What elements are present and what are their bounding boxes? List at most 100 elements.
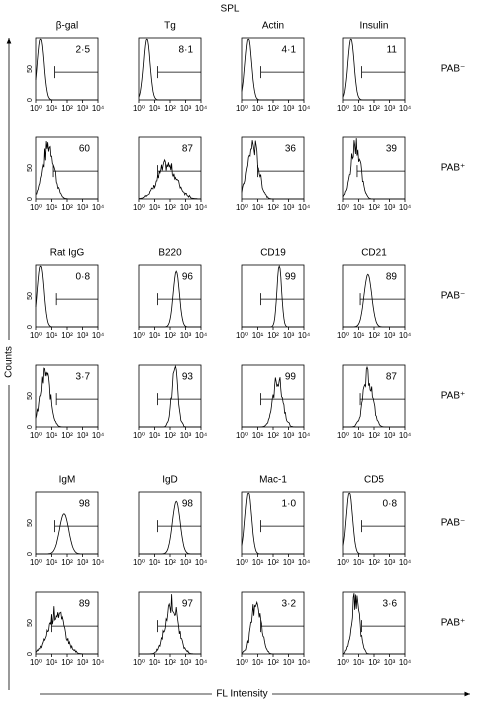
histogram [242, 265, 304, 328]
x-tick-label: 10⁰ [133, 558, 145, 567]
x-tick-label: 10² [267, 431, 279, 440]
percent-label: 36 [285, 144, 297, 155]
x-tick-label: 10⁰ [337, 104, 349, 113]
x-tick-label: 10² [368, 203, 380, 212]
x-tick-label: 10⁴ [195, 104, 208, 113]
x-tick-label: 10⁴ [92, 431, 105, 440]
x-tick-label: 10⁰ [133, 203, 145, 212]
histogram [241, 600, 304, 655]
x-tick-label: 10³ [180, 431, 192, 440]
x-tick-label: 10⁴ [298, 558, 311, 567]
x-tick-label: 10³ [77, 558, 89, 567]
x-tick-label: 10¹ [46, 658, 58, 667]
x-tick-label: 10⁴ [92, 331, 105, 340]
x-tick-label: 10⁰ [30, 558, 42, 567]
histogram [35, 606, 98, 655]
x-tick-label: 10⁰ [337, 331, 349, 340]
x-tick-label: 10¹ [252, 658, 264, 667]
histogram [139, 594, 201, 655]
x-tick-label: 10¹ [252, 331, 264, 340]
x-tick-label: 10⁰ [337, 431, 349, 440]
percent-label: 96 [182, 272, 194, 283]
x-tick-label: 10⁴ [195, 431, 208, 440]
x-tick-label: 10³ [283, 558, 295, 567]
x-tick-label: 10⁰ [30, 658, 42, 667]
x-tick-label: 10² [267, 203, 279, 212]
row-label: PAB⁻ [441, 64, 466, 75]
x-tick-label: 10³ [283, 104, 295, 113]
x-tick-label: 10¹ [46, 331, 58, 340]
y-tick-label: 0 [27, 325, 34, 329]
x-tick-label: 10² [267, 658, 279, 667]
x-tick-label: 10⁴ [92, 658, 105, 667]
panel-title: IgM [59, 475, 76, 486]
x-tick-label: 10³ [384, 104, 396, 113]
figure-title: SPL [221, 4, 240, 15]
x-tick-label: 10³ [180, 203, 192, 212]
x-tick-label: 10⁰ [337, 658, 349, 667]
x-tick-label: 10⁴ [195, 658, 208, 667]
percent-label: 2·5 [76, 45, 91, 56]
histogram [138, 158, 202, 200]
x-tick-label: 10⁰ [337, 203, 349, 212]
x-tick-label: 10³ [384, 331, 396, 340]
x-tick-label: 10¹ [252, 104, 264, 113]
x-tick-label: 10³ [180, 658, 192, 667]
x-tick-label: 10¹ [149, 104, 161, 113]
percent-label: 89 [386, 272, 398, 283]
x-tick-label: 10⁴ [298, 658, 311, 667]
x-tick-label: 10¹ [353, 431, 365, 440]
x-tick-label: 10² [61, 104, 73, 113]
percent-label: 8·1 [179, 45, 194, 56]
percent-label: 89 [79, 599, 91, 610]
row-label: PAB⁻ [441, 291, 466, 302]
x-tick-label: 10³ [180, 104, 192, 113]
x-tick-label: 10³ [77, 331, 89, 340]
x-tick-label: 10² [61, 331, 73, 340]
x-tick-label: 10⁰ [133, 331, 145, 340]
panel-title: CD19 [260, 248, 286, 259]
x-tick-label: 10⁰ [236, 104, 248, 113]
histogram [343, 365, 405, 428]
panel-title: Tg [164, 21, 176, 32]
y-label: Counts [4, 346, 15, 378]
x-tick-label: 10⁰ [236, 203, 248, 212]
percent-label: 87 [182, 144, 194, 155]
x-tick-label: 10⁴ [195, 558, 208, 567]
x-tick-label: 10¹ [46, 203, 58, 212]
x-tick-label: 10⁴ [399, 104, 412, 113]
panel-title: Actin [262, 21, 284, 32]
x-tick-label: 10¹ [149, 331, 161, 340]
x-tick-label: 10⁰ [30, 104, 42, 113]
x-tick-label: 10² [368, 104, 380, 113]
histogram [242, 377, 304, 428]
x-tick-label: 10³ [77, 104, 89, 113]
x-tick-label: 10³ [283, 431, 295, 440]
percent-label: 39 [386, 144, 398, 155]
percent-label: 0·8 [383, 499, 398, 510]
panel-title: Mac-1 [259, 475, 287, 486]
x-tick-label: 10² [164, 431, 176, 440]
x-tick-label: 10² [368, 331, 380, 340]
histogram [36, 140, 98, 200]
x-tick-label: 10³ [77, 431, 89, 440]
x-tick-label: 10⁴ [92, 203, 105, 212]
x-tick-label: 10³ [384, 203, 396, 212]
x-tick-label: 10⁴ [298, 203, 311, 212]
x-tick-label: 10² [61, 203, 73, 212]
x-tick-label: 10³ [77, 203, 89, 212]
x-tick-label: 10² [164, 331, 176, 340]
percent-label: 60 [79, 144, 91, 155]
panel-title: β-gal [56, 21, 78, 32]
percent-label: 93 [182, 372, 194, 383]
panel-title: Rat IgG [50, 248, 85, 259]
x-tick-label: 10² [164, 558, 176, 567]
x-tick-label: 10⁰ [30, 331, 42, 340]
x-tick-label: 10¹ [353, 558, 365, 567]
percent-label: 4·1 [282, 45, 297, 56]
histogram [139, 500, 201, 555]
x-tick-label: 10⁰ [236, 658, 248, 667]
percent-label: 99 [285, 372, 297, 383]
percent-label: 1·0 [282, 499, 297, 510]
